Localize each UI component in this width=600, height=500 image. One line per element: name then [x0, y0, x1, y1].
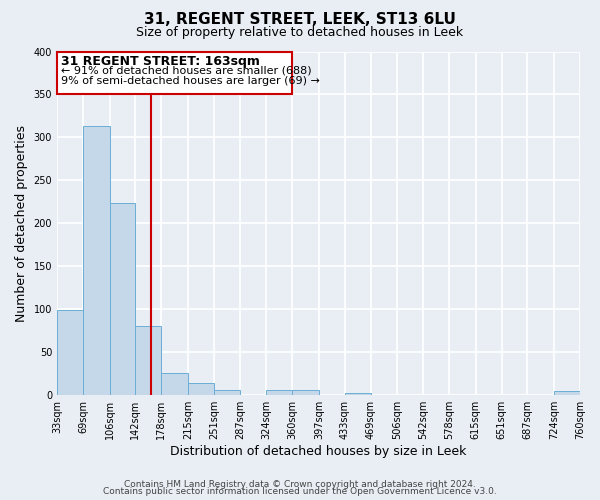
Text: Contains public sector information licensed under the Open Government Licence v3: Contains public sector information licen…	[103, 487, 497, 496]
Bar	[110, 204, 136, 394]
Text: ← 91% of detached houses are smaller (688): ← 91% of detached houses are smaller (68…	[61, 65, 311, 75]
Bar	[188, 382, 214, 394]
Text: 9% of semi-detached houses are larger (69) →: 9% of semi-detached houses are larger (6…	[61, 76, 320, 86]
FancyBboxPatch shape	[57, 52, 292, 94]
Bar	[214, 390, 240, 394]
Text: 31 REGENT STREET: 163sqm: 31 REGENT STREET: 163sqm	[61, 55, 260, 68]
Bar	[136, 326, 161, 394]
Bar	[266, 390, 292, 394]
Bar	[292, 390, 319, 394]
Bar	[554, 392, 580, 394]
Bar	[83, 126, 110, 394]
Text: 31, REGENT STREET, LEEK, ST13 6LU: 31, REGENT STREET, LEEK, ST13 6LU	[144, 12, 456, 28]
Text: Contains HM Land Registry data © Crown copyright and database right 2024.: Contains HM Land Registry data © Crown c…	[124, 480, 476, 489]
X-axis label: Distribution of detached houses by size in Leek: Distribution of detached houses by size …	[170, 444, 467, 458]
Text: Size of property relative to detached houses in Leek: Size of property relative to detached ho…	[136, 26, 464, 39]
Bar	[57, 310, 83, 394]
Y-axis label: Number of detached properties: Number of detached properties	[15, 124, 28, 322]
Bar	[345, 393, 371, 394]
Bar	[161, 374, 188, 394]
